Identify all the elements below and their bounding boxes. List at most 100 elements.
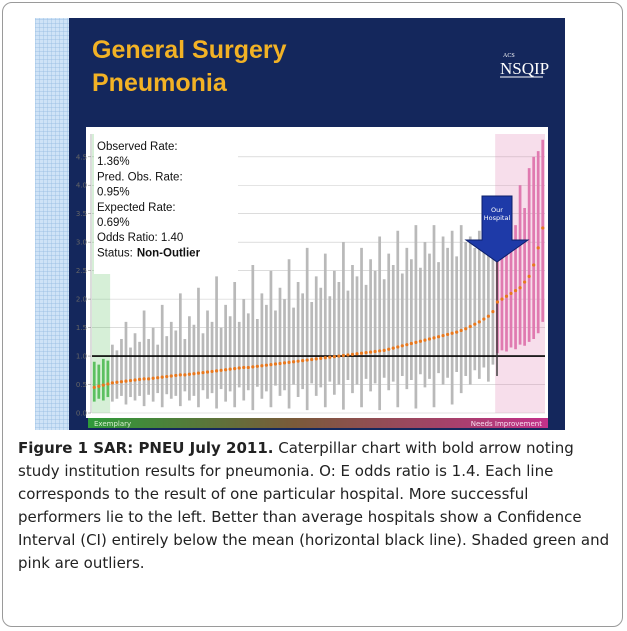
odds-ratio-point [464, 327, 468, 331]
odds-ratio-point [142, 377, 146, 381]
odds-ratio-point [242, 365, 246, 370]
odds-ratio-point [128, 378, 133, 383]
odds-ratio-point [536, 246, 540, 250]
odds-ratio-point [427, 337, 432, 341]
odds-ratio-point [436, 335, 441, 339]
odds-ratio-point [233, 366, 237, 371]
odds-ratio-point [205, 370, 210, 374]
odds-ratio-point [405, 343, 409, 347]
odds-ratio-point [491, 310, 495, 314]
odds-ratio-point [319, 356, 323, 360]
y-tick-label: 3.5 [76, 210, 87, 218]
odds-ratio-point [110, 381, 114, 385]
odds-ratio-point [119, 380, 124, 384]
odds-ratio-point [373, 349, 377, 354]
odds-ratio-point [346, 353, 350, 357]
odds-ratio-point [291, 360, 296, 364]
odds-ratio-point [400, 344, 404, 348]
odds-ratio-point [541, 226, 545, 230]
status-line: Status: Non-Outlier [97, 247, 201, 259]
odds-ratio-point [409, 341, 413, 346]
our-hospital-arrow [464, 195, 530, 263]
odds-ratio-point [523, 280, 527, 284]
odds-ratio-point [264, 363, 269, 367]
odds-ratio-point [214, 369, 219, 373]
odds-ratio-point [441, 333, 445, 338]
odds-ratio-point [124, 379, 128, 383]
slide-title: Pneumonia [92, 69, 228, 97]
odds-ratio-point [251, 365, 255, 369]
caption-label: Figure 1 SAR: PNEU July 2011. [18, 439, 274, 457]
performance-band [88, 418, 548, 428]
odds-ratio-point [455, 330, 459, 334]
slide-title: General Surgery [92, 36, 287, 64]
odds-ratio-point [495, 300, 500, 304]
slide: General Surgery Pneumonia ACS NSQIP 0.0 0… [35, 18, 565, 430]
odds-ratio-point [532, 263, 536, 267]
odds-ratio-point [310, 357, 314, 362]
odds-ratio-point [382, 348, 386, 352]
odds-ratio-point [446, 332, 450, 337]
odds-ratio-point [224, 368, 228, 372]
logo: NSQIP [500, 59, 549, 78]
odds-ratio-point [97, 384, 101, 388]
odds-ratio-point [486, 314, 490, 318]
y-tick-label: 1.0 [76, 353, 87, 361]
odds-ratio-point [282, 361, 287, 365]
y-tick-label: 3.0 [76, 239, 87, 247]
odds-ratio-point [473, 322, 477, 326]
odds-ratio-point [278, 361, 282, 366]
odds-ratio-point [169, 374, 173, 378]
odds-ratio-point [255, 364, 259, 368]
stat-line: 0.95% [97, 187, 130, 199]
arrow-label: Our [491, 206, 503, 214]
stat-line: 0.69% [97, 217, 130, 229]
odds-ratio-point [341, 353, 346, 358]
odds-ratio-point [187, 372, 191, 376]
y-tick-label: 0.5 [76, 381, 87, 389]
odds-ratio-point [414, 340, 418, 344]
odds-ratio-point [423, 338, 427, 342]
odds-ratio-point [387, 347, 391, 351]
odds-ratio-point [368, 350, 373, 354]
y-tick-label: 4.5 [76, 153, 87, 161]
odds-ratio-point [468, 324, 472, 329]
odds-ratio-point [314, 357, 318, 361]
odds-ratio-point [296, 359, 300, 363]
status-value: Non-Outlier [137, 247, 201, 259]
status-label: Status: [97, 247, 133, 259]
odds-ratio-point [160, 375, 164, 379]
odds-ratio-point [201, 370, 205, 375]
odds-ratio-point [237, 366, 241, 370]
caption-text: Caterpillar chart with bold arrow noting… [18, 439, 610, 572]
caption: Figure 1 SAR: PNEU July 2011. Caterpilla… [18, 437, 614, 575]
odds-ratio-point [328, 355, 332, 359]
arrow-label: Hospital [484, 214, 511, 222]
odds-ratio-point [364, 351, 368, 355]
odds-ratio-point [137, 377, 142, 382]
stat-line: Pred. Obs. Rate: [97, 171, 183, 183]
odds-ratio-point [432, 336, 436, 340]
odds-ratio-point [269, 363, 273, 367]
odds-ratio-point [192, 372, 196, 376]
odds-ratio-point [174, 373, 178, 378]
odds-ratio-point [115, 380, 119, 384]
odds-ratio-point [210, 369, 214, 374]
odds-ratio-point [147, 377, 151, 381]
y-tick-label: 2.0 [76, 296, 87, 304]
logo-small: ACS [503, 53, 515, 59]
odds-ratio-point [418, 339, 423, 343]
odds-ratio-point [509, 291, 513, 296]
odds-ratio-point [92, 385, 96, 389]
odds-ratio-point [323, 356, 327, 360]
stat-line: 1.36% [97, 156, 130, 168]
odds-ratio-point [355, 352, 359, 356]
y-tick-label: 2.5 [76, 267, 87, 275]
odds-ratio-point [459, 328, 463, 333]
odds-ratio-point [183, 373, 187, 377]
stat-line: Odds Ratio: 1.40 [97, 232, 183, 244]
odds-ratio-point [350, 352, 355, 356]
odds-ratio-point [301, 359, 305, 363]
grid-strip [35, 18, 69, 430]
y-tick-label: 4.0 [76, 182, 87, 190]
